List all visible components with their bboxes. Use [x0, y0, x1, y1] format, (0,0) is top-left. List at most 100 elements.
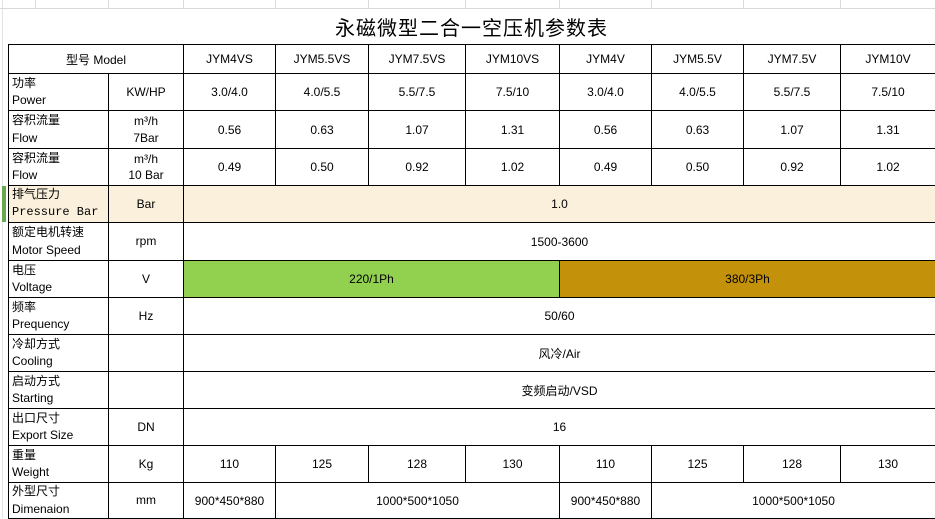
unit-line: 7Bar [109, 130, 183, 146]
value-cell: 4.0/5.5 [276, 74, 369, 111]
row-label-motor-speed: 额定电机转速 Motor Speed [9, 223, 109, 261]
value-cell-merged: 16 [184, 409, 935, 446]
value-cell-merged: 1000*500*1050 [652, 483, 935, 519]
row-label-en: Export Size [12, 427, 108, 444]
sheet-gridline-tick [651, 0, 652, 8]
unit-cell [109, 372, 184, 409]
value-cell: 110 [560, 446, 652, 483]
unit-cell: Hz [109, 298, 184, 335]
value-cell-merged: 1.0 [184, 186, 935, 223]
unit-line: 10 Bar [109, 167, 183, 183]
row-label-en: Dimenaion [12, 501, 108, 518]
value-cell: 125 [276, 446, 369, 483]
row-label-zh: 容积流量 [12, 150, 108, 167]
table-row-voltage: 电压 Voltage V 220/1Ph 380/3Ph [9, 261, 935, 298]
row-label-en: Weight [12, 464, 108, 481]
row-label-en: Voltage [12, 279, 108, 296]
value-cell: 110 [184, 446, 276, 483]
row-label-zh: 重量 [12, 447, 108, 464]
model-name-cell: JYM5.5VS [276, 45, 369, 74]
model-header-cell: 型号 Model [9, 45, 184, 74]
model-name-cell: JYM7.5V [744, 45, 841, 74]
value-cell: 0.63 [652, 111, 744, 149]
value-cell-merged: 1500-3600 [184, 223, 935, 261]
row-label-zh: 排气压力 [12, 187, 108, 204]
spec-table: 型号 Model JYM4VS JYM5.5VS JYM7.5VS JYM10V… [8, 44, 935, 519]
row-label-dimension: 外型尺寸 Dimenaion [9, 483, 109, 519]
row-label-zh: 功率 [12, 75, 108, 92]
row-label-en: Power [12, 92, 108, 109]
value-cell: 3.0/4.0 [560, 74, 652, 111]
value-cell: 1.31 [466, 111, 560, 149]
value-cell: 7.5/10 [466, 74, 560, 111]
row-label-en: Prequency [12, 316, 108, 333]
model-name-cell: JYM5.5V [652, 45, 744, 74]
row-label-voltage: 电压 Voltage [9, 261, 109, 298]
table-row-power: 功率 Power KW/HP 3.0/4.0 4.0/5.5 5.5/7.5 7… [9, 74, 935, 111]
unit-cell: Bar [109, 186, 184, 223]
row-label-zh: 冷却方式 [12, 336, 108, 353]
value-cell: 128 [744, 446, 841, 483]
value-cell: 0.49 [184, 149, 276, 186]
table-row-frequency: 频率 Prequency Hz 50/60 [9, 298, 935, 335]
table-row-pressure: 排气压力 Pressure Bar Bar 1.0 [9, 186, 935, 223]
row-label-zh: 启动方式 [12, 373, 108, 390]
table-row-flow-7bar: 容积流量 Flow m³/h 7Bar 0.56 0.63 1.07 1.31 … [9, 111, 935, 149]
value-cell: 1.07 [744, 111, 841, 149]
row-label-pressure: 排气压力 Pressure Bar [9, 186, 109, 223]
value-cell: 130 [466, 446, 560, 483]
value-cell: 3.0/4.0 [184, 74, 276, 111]
row-label-export-size: 出口尺寸 Export Size [9, 409, 109, 446]
sheet-gridline-tick [183, 0, 184, 8]
value-cell: 1.02 [841, 149, 935, 186]
sheet-gridline-tick [840, 0, 841, 8]
pressure-row-accent-bar [2, 186, 6, 222]
value-cell: 0.56 [184, 111, 276, 149]
value-cell: 7.5/10 [841, 74, 935, 111]
value-cell-merged: 50/60 [184, 298, 935, 335]
table-row-export-size: 出口尺寸 Export Size DN 16 [9, 409, 935, 446]
unit-cell: KW/HP [109, 74, 184, 111]
value-cell: 0.49 [560, 149, 652, 186]
row-label-zh: 出口尺寸 [12, 410, 108, 427]
sheet-gridline-tick [368, 0, 369, 8]
row-label-zh: 频率 [12, 299, 108, 316]
row-label-en: Flow [12, 167, 108, 184]
value-cell: 1.02 [466, 149, 560, 186]
table-row-motor-speed: 额定电机转速 Motor Speed rpm 1500-3600 [9, 223, 935, 261]
sheet-gridline-tick [743, 0, 744, 8]
model-name-cell: JYM10VS [466, 45, 560, 74]
row-label-zh: 电压 [12, 262, 108, 279]
model-name-cell: JYM10V [841, 45, 935, 74]
sheet-gridline-tick [465, 0, 466, 8]
row-label-zh: 容积流量 [12, 112, 108, 129]
unit-cell: m³/h 7Bar [109, 111, 184, 149]
value-cell: 0.50 [652, 149, 744, 186]
model-name-cell: JYM7.5VS [369, 45, 466, 74]
unit-cell [109, 335, 184, 372]
model-name-cell: JYM4VS [184, 45, 276, 74]
row-label-en: Pressure Bar [12, 204, 108, 221]
row-label-frequency: 频率 Prequency [9, 298, 109, 335]
value-cell: 5.5/7.5 [744, 74, 841, 111]
value-cell: 4.0/5.5 [652, 74, 744, 111]
sheet-gridline-tick [559, 0, 560, 8]
row-label-en: Motor Speed [12, 242, 108, 259]
value-cell: 125 [652, 446, 744, 483]
unit-line: m³/h [109, 113, 183, 129]
row-label-cooling: 冷却方式 Cooling [9, 335, 109, 372]
table-row-flow-10bar: 容积流量 Flow m³/h 10 Bar 0.49 0.50 0.92 1.0… [9, 149, 935, 186]
value-cell: 0.50 [276, 149, 369, 186]
row-label-en: Flow [12, 130, 108, 147]
table-row-header: 型号 Model JYM4VS JYM5.5VS JYM7.5VS JYM10V… [9, 45, 935, 74]
unit-cell: DN [109, 409, 184, 446]
unit-line: m³/h [109, 151, 183, 167]
row-label-power: 功率 Power [9, 74, 109, 111]
sheet-gridline-tick [108, 0, 109, 8]
row-label-weight: 重量 Weight [9, 446, 109, 483]
value-cell: 0.92 [369, 149, 466, 186]
model-name-cell: JYM4V [560, 45, 652, 74]
value-cell-voltage-three-phase: 380/3Ph [560, 261, 935, 298]
row-label-flow-10bar: 容积流量 Flow [9, 149, 109, 186]
